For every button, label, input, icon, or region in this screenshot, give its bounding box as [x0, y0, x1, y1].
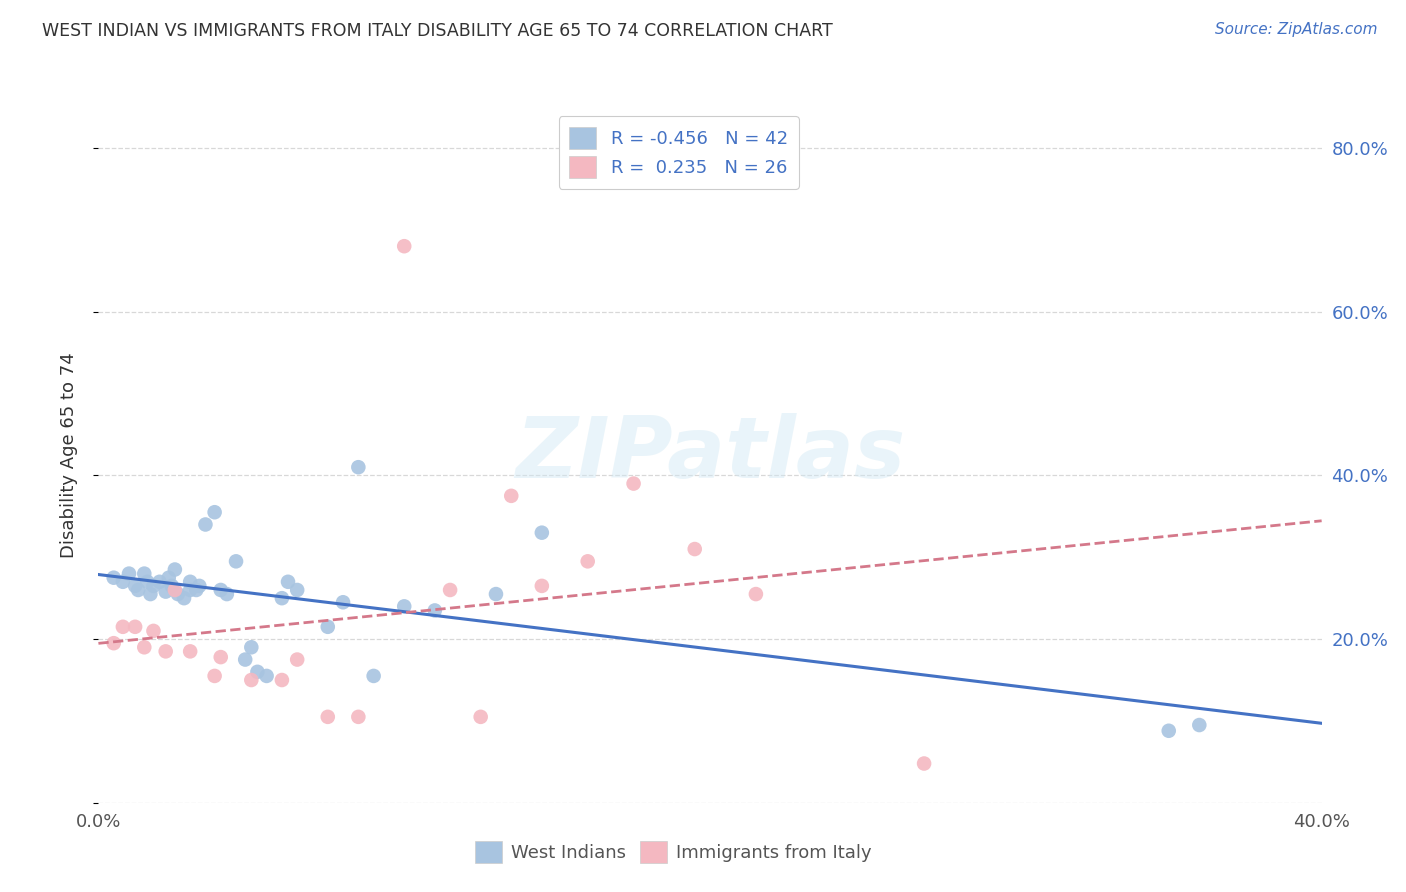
Point: [285, 582, 308, 597]
Point: [167, 587, 190, 601]
Point: [240, 673, 263, 687]
Point: [576, 554, 599, 568]
Point: [485, 587, 508, 601]
Point: [470, 710, 492, 724]
Point: [215, 587, 238, 601]
Point: [233, 652, 256, 666]
Point: [347, 710, 370, 724]
Point: [225, 554, 247, 568]
Point: [163, 582, 186, 597]
Point: [204, 669, 226, 683]
Point: [285, 652, 308, 666]
Point: [124, 579, 146, 593]
Point: [149, 574, 172, 589]
Point: [240, 640, 263, 655]
Point: [111, 620, 134, 634]
Point: [118, 566, 141, 581]
Point: [186, 582, 208, 597]
Point: [270, 591, 292, 606]
Point: [179, 644, 201, 658]
Point: [530, 579, 553, 593]
Point: [530, 525, 553, 540]
Point: [270, 673, 292, 687]
Point: [209, 650, 232, 665]
Point: [256, 669, 278, 683]
Point: [246, 665, 269, 679]
Point: [163, 562, 186, 576]
Point: [392, 599, 416, 614]
Point: [1157, 723, 1180, 738]
Point: [277, 574, 299, 589]
Point: [332, 595, 354, 609]
Point: [347, 460, 370, 475]
Point: [188, 579, 211, 593]
Point: [179, 574, 201, 589]
Text: Source: ZipAtlas.com: Source: ZipAtlas.com: [1215, 22, 1378, 37]
Point: [1188, 718, 1211, 732]
Text: WEST INDIAN VS IMMIGRANTS FROM ITALY DISABILITY AGE 65 TO 74 CORRELATION CHART: WEST INDIAN VS IMMIGRANTS FROM ITALY DIS…: [42, 22, 832, 40]
Point: [142, 579, 165, 593]
Text: ZIPatlas: ZIPatlas: [515, 413, 905, 497]
Point: [173, 591, 195, 606]
Point: [124, 620, 146, 634]
Point: [623, 476, 645, 491]
Point: [103, 636, 125, 650]
Point: [363, 669, 385, 683]
Point: [683, 542, 706, 557]
Point: [127, 582, 149, 597]
Point: [423, 603, 446, 617]
Point: [179, 582, 201, 597]
Point: [316, 620, 339, 634]
Point: [155, 584, 177, 599]
Point: [745, 587, 768, 601]
Point: [142, 624, 165, 638]
Point: [392, 239, 416, 253]
Point: [439, 582, 461, 597]
Point: [136, 574, 159, 589]
Point: [204, 505, 226, 519]
Point: [316, 710, 339, 724]
Legend: West Indians, Immigrants from Italy: West Indians, Immigrants from Italy: [467, 834, 879, 871]
Point: [155, 644, 177, 658]
Point: [103, 571, 125, 585]
Point: [157, 571, 180, 585]
Point: [134, 640, 156, 655]
Point: [111, 574, 134, 589]
Point: [912, 756, 935, 771]
Point: [160, 579, 183, 593]
Point: [209, 582, 232, 597]
Point: [134, 566, 156, 581]
Point: [194, 517, 217, 532]
Point: [501, 489, 523, 503]
Y-axis label: Disability Age 65 to 74: Disability Age 65 to 74: [59, 352, 77, 558]
Point: [139, 587, 162, 601]
